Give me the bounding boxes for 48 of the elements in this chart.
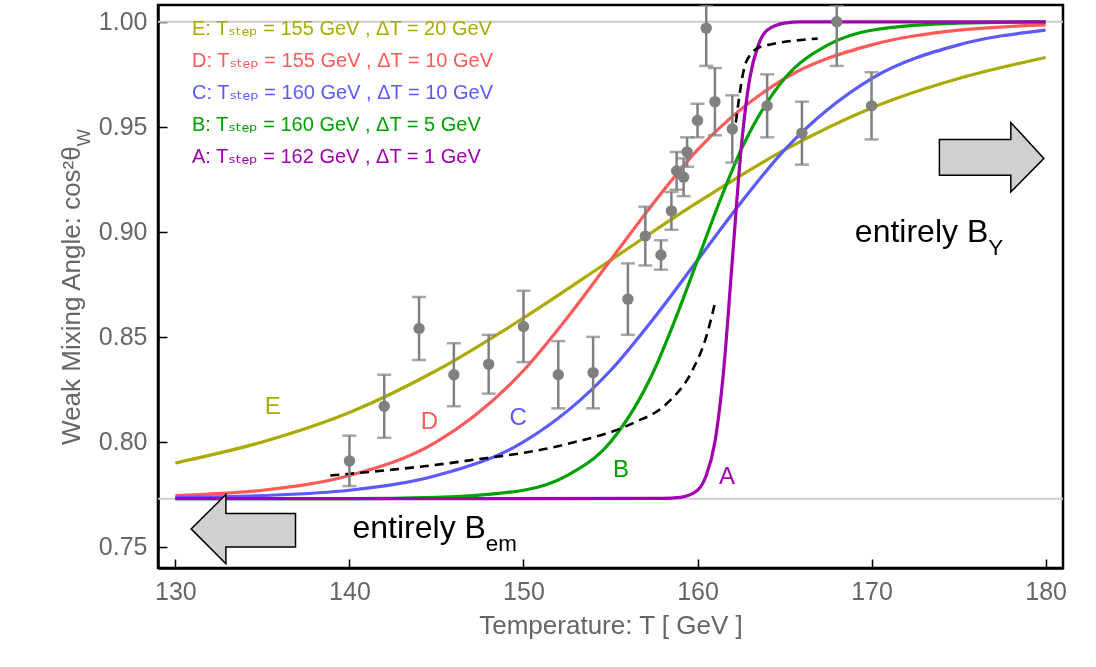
text: A: Tₛₜₑₚ = 162 GeV , ΔT = 1 GeV	[192, 145, 482, 167]
x-tick-label: 160	[677, 576, 719, 605]
point	[670, 165, 683, 177]
point	[552, 369, 564, 381]
x-tick-label: 180	[1025, 576, 1067, 605]
point	[677, 171, 690, 183]
point	[665, 205, 678, 217]
text: B: Tₛₜₑₚ = 160 GeV , ΔT = 5 GeV	[192, 113, 482, 135]
point	[482, 358, 495, 370]
point	[681, 146, 693, 158]
point	[343, 455, 356, 467]
point	[709, 95, 721, 108]
x-tick-label: 130	[155, 576, 197, 605]
x-tick-label: 140	[329, 576, 371, 605]
y-tick-label: 0.90	[98, 217, 148, 246]
point	[639, 230, 652, 242]
point	[700, 22, 712, 34]
x-axis-title: Temperature: T [ GeV ]	[479, 609, 743, 640]
y-tick-label: 0.95	[98, 112, 148, 141]
point	[796, 127, 808, 139]
point	[865, 100, 878, 112]
point	[448, 369, 460, 381]
point	[517, 320, 530, 333]
point	[655, 249, 667, 261]
y-tick-label: 0.85	[98, 322, 148, 351]
annotation: B	[612, 454, 629, 482]
x-tick-label: 170	[851, 576, 893, 605]
point	[622, 293, 634, 305]
annotation: entirely B$_{em}$	[352, 509, 517, 556]
x-tick-label: 150	[503, 576, 545, 605]
annotation: A	[719, 461, 736, 489]
text: D: Tₛₜₑₚ = 155 GeV , ΔT = 10 GeV	[192, 49, 494, 71]
y-tick-label: 0.75	[98, 532, 148, 561]
annotation: E	[264, 391, 281, 419]
y-tick-label: 0.80	[98, 427, 148, 456]
point	[691, 114, 704, 127]
point	[378, 400, 390, 412]
annotation: entirely B$_{Y}$	[854, 212, 1004, 260]
text: E: Tₛₜₑₚ = 155 GeV , ΔT = 20 GeV	[192, 17, 493, 39]
annotation: D	[420, 407, 439, 434]
y-tick-label: 1.00	[98, 7, 148, 36]
point	[726, 123, 739, 135]
point	[761, 100, 773, 112]
annotation: C	[509, 402, 527, 430]
point	[413, 322, 425, 335]
point	[831, 16, 843, 28]
text: C: Tₛₜₑₚ = 160 GeV , ΔT = 10 GeV	[192, 81, 494, 103]
point	[587, 366, 599, 379]
